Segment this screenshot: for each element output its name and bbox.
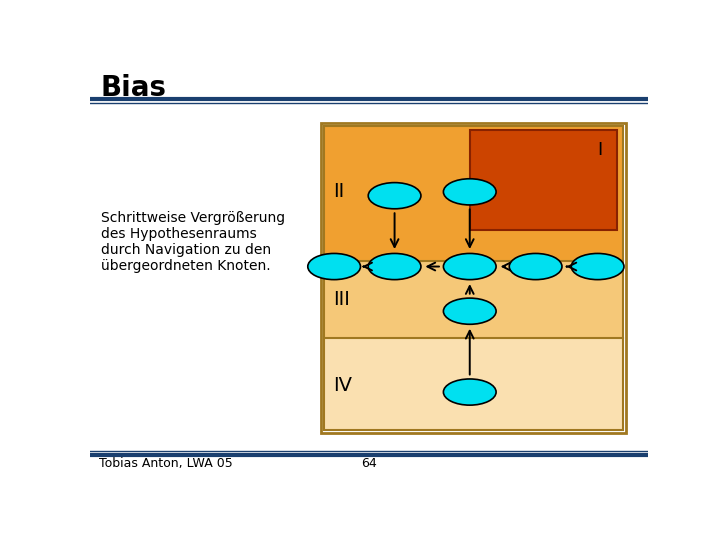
- Text: IV: IV: [333, 376, 352, 395]
- Ellipse shape: [444, 379, 496, 405]
- Text: III: III: [333, 290, 350, 309]
- Ellipse shape: [509, 253, 562, 280]
- Bar: [324, 338, 624, 430]
- Bar: [324, 261, 624, 338]
- Ellipse shape: [571, 253, 624, 280]
- Ellipse shape: [444, 179, 496, 205]
- Text: I: I: [598, 141, 603, 159]
- Bar: [324, 126, 624, 430]
- Bar: [469, 130, 617, 231]
- Ellipse shape: [444, 298, 496, 325]
- Text: Tobias Anton, LWA 05: Tobias Anton, LWA 05: [99, 457, 233, 470]
- Ellipse shape: [368, 253, 421, 280]
- Text: Schrittweise Vergrößerung
des Hypothesenraums
durch Navigation zu den
übergeordn: Schrittweise Vergrößerung des Hypothesen…: [101, 211, 285, 273]
- Bar: [324, 126, 624, 261]
- Text: Bias: Bias: [101, 74, 167, 102]
- Ellipse shape: [444, 253, 496, 280]
- Ellipse shape: [368, 183, 421, 209]
- Ellipse shape: [307, 253, 361, 280]
- Text: II: II: [333, 183, 345, 201]
- Text: 64: 64: [361, 457, 377, 470]
- Bar: [321, 123, 626, 433]
